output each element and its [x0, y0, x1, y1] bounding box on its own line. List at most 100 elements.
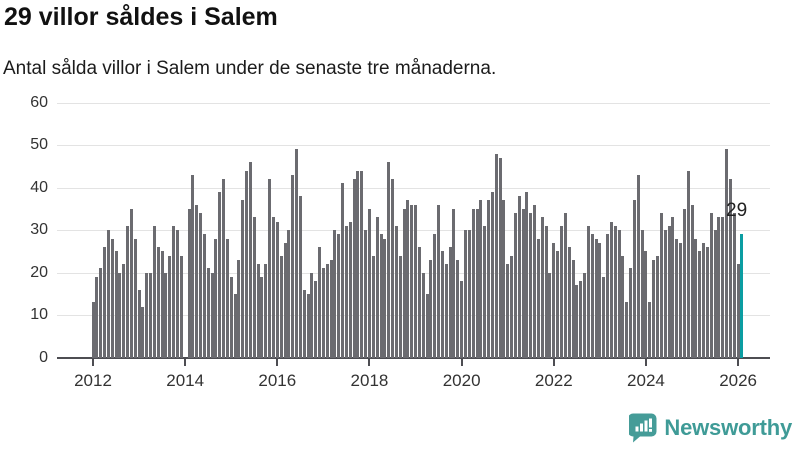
bar [179, 255, 183, 358]
x-axis-line [57, 357, 770, 359]
bar [567, 247, 571, 358]
newsworthy-logo-text: Newsworthy [664, 415, 792, 440]
bar [586, 225, 590, 358]
bar [383, 238, 387, 358]
bar [367, 208, 371, 358]
bar [295, 149, 299, 358]
bar [583, 272, 587, 358]
bar [694, 238, 698, 358]
bar [364, 230, 368, 358]
bar [106, 230, 110, 358]
bar [233, 293, 237, 358]
bar [298, 196, 302, 358]
bar [356, 170, 360, 358]
bar [506, 264, 510, 358]
bar [533, 204, 537, 358]
bar [460, 281, 464, 358]
bar [725, 149, 729, 358]
y-gridline [57, 230, 770, 231]
bar [479, 200, 483, 358]
bar [160, 251, 164, 358]
bar [256, 264, 260, 358]
bar [306, 293, 310, 358]
bar [314, 281, 318, 358]
newsworthy-logo[interactable]: Newsworthy [628, 413, 792, 443]
y-axis-tick-label: 20 [30, 263, 48, 281]
bar [502, 200, 506, 358]
bar [341, 183, 345, 358]
y-gridline [57, 102, 770, 104]
bar [690, 204, 694, 358]
bar [398, 255, 402, 358]
highlighted-latest-bar [740, 234, 744, 358]
bar [609, 221, 613, 358]
bar [164, 272, 168, 358]
bar [713, 230, 717, 358]
bar [702, 242, 706, 358]
bar [199, 213, 203, 358]
bar [521, 208, 525, 358]
bar [452, 208, 456, 358]
bar [391, 179, 395, 358]
bar [283, 242, 287, 358]
bar [625, 302, 629, 358]
bar [114, 251, 118, 358]
bar [425, 293, 429, 358]
bar [579, 281, 583, 358]
bar [99, 268, 103, 358]
bar [137, 289, 141, 358]
bar [490, 191, 494, 358]
bar [91, 302, 95, 358]
bar [517, 196, 521, 358]
x-axis-tick-label: 2022 [534, 370, 573, 390]
bar [145, 272, 149, 358]
bar [556, 251, 560, 358]
bar [663, 230, 667, 358]
bar [510, 255, 514, 358]
bar [414, 204, 418, 358]
bar [440, 251, 444, 358]
bar [387, 162, 391, 358]
bar [222, 179, 226, 358]
bar [421, 272, 425, 358]
y-gridline [57, 272, 770, 274]
bar [110, 238, 114, 358]
bar [540, 217, 544, 358]
bar [529, 213, 533, 358]
bar [237, 259, 241, 358]
bar [483, 225, 487, 358]
bar [679, 242, 683, 358]
bar [467, 230, 471, 358]
bar [463, 230, 467, 358]
y-gridline [57, 145, 770, 146]
x-axis-tick-label: 2016 [258, 370, 297, 390]
bar [344, 225, 348, 358]
bar [248, 162, 252, 358]
bar [571, 259, 575, 358]
x-axis-tick-label: 2014 [166, 370, 205, 390]
bar [218, 191, 222, 358]
bar [682, 208, 686, 358]
bar [487, 200, 491, 358]
bar [410, 204, 414, 358]
chart-title: 29 villor såldes i Salem [4, 3, 278, 31]
bar [686, 170, 690, 358]
y-axis-tick-label: 40 [30, 178, 48, 196]
bar [333, 230, 337, 358]
bar [644, 251, 648, 358]
x-axis-tick [737, 359, 740, 366]
bar [456, 259, 460, 358]
bar [264, 264, 268, 358]
bar [433, 234, 437, 358]
bar [736, 264, 740, 358]
bar-chart-speech-bubble-icon [628, 413, 657, 443]
y-gridline [57, 187, 770, 189]
bar [187, 208, 191, 358]
bar [279, 255, 283, 358]
bar [632, 200, 636, 358]
x-axis-tick-label: 2020 [442, 370, 481, 390]
bar [536, 238, 540, 358]
x-axis-tick [644, 359, 647, 366]
bar [191, 174, 195, 358]
